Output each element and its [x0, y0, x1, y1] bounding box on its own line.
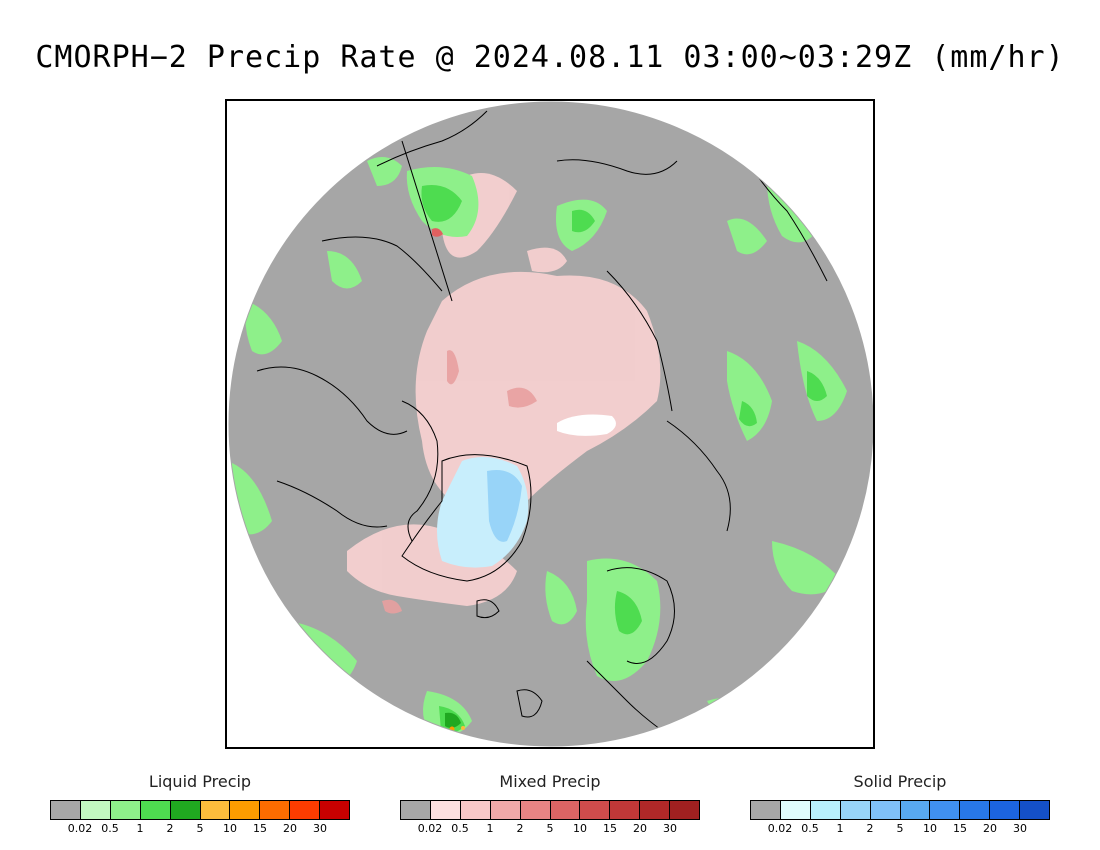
legend-tick-label: 5: [896, 822, 904, 835]
legend-swatch: [960, 801, 991, 819]
legend-tick-label: 20: [983, 822, 997, 835]
legend-swatch: [810, 801, 841, 819]
legend-tick-label: 10: [923, 822, 937, 835]
legend-swatch: [990, 801, 1021, 819]
legend-swatch: [170, 801, 201, 819]
legend-liquid-precip: Liquid Precip 0.02 0.5 1 2 5 10 15 20 30: [50, 770, 350, 840]
map-title: CMORPH−2 Precip Rate @ 2024.08.11 03:00~…: [35, 40, 1065, 75]
legend-swatch: [320, 801, 350, 819]
legend-title: Liquid Precip: [148, 772, 252, 791]
legend-mixed-precip: Mixed Precip 0.02 0.5 1 2 5 10 15 20 30: [400, 770, 700, 840]
legend-ticks: 0.02 0.5 1 2 5 10 15 20 30: [750, 822, 1050, 836]
liquid-precip-dark: [421, 185, 827, 733]
legend-swatch: [870, 801, 901, 819]
legend-swatch: [140, 801, 171, 819]
legend-swatch: [80, 801, 111, 819]
legend-ticks: 0.02 0.5 1 2 5 10 15 20 30: [400, 822, 700, 836]
legend-tick-label: 0.02: [417, 822, 443, 835]
legend-tick-label: 0.5: [451, 822, 469, 835]
legend-tick-label: 1: [136, 822, 144, 835]
legend-swatch: [930, 801, 961, 819]
legend-swatch: [751, 801, 781, 819]
legend-swatch: [230, 801, 261, 819]
legend-tick-label: 30: [663, 822, 677, 835]
legend-swatch: [520, 801, 551, 819]
legend-tick-label: 20: [633, 822, 647, 835]
legend-tick-label: 10: [573, 822, 587, 835]
legend-ticks: 0.02 0.5 1 2 5 10 15 20 30: [50, 822, 350, 836]
legend-colorbar: [50, 800, 350, 820]
legend-tick-label: 20: [283, 822, 297, 835]
polar-precip-map: [228, 101, 873, 747]
legend-solid-precip: Solid Precip 0.02 0.5 1 2 5 10 15 20 30: [750, 770, 1050, 840]
solid-precip-field: [437, 457, 529, 568]
legend-tick-label: 15: [253, 822, 267, 835]
map-frame: [225, 99, 875, 749]
legend-swatch: [1020, 801, 1050, 819]
legend-colorbar: [400, 800, 700, 820]
legend-tick-label: 2: [866, 822, 874, 835]
legend-swatch: [580, 801, 611, 819]
legend-tick-label: 2: [516, 822, 524, 835]
legend-swatch: [430, 801, 461, 819]
legend-tick-label: 5: [196, 822, 204, 835]
legend-tick-label: 1: [836, 822, 844, 835]
legend-tick-label: 2: [166, 822, 174, 835]
legend-colorbar: [750, 800, 1050, 820]
legend-swatch: [110, 801, 141, 819]
legend-tick-label: 0.5: [801, 822, 819, 835]
legend-title: Solid Precip: [853, 772, 947, 791]
legend-tick-label: 30: [313, 822, 327, 835]
coastlines: [256, 110, 828, 742]
legend-tick-label: 30: [1013, 822, 1027, 835]
legend-tick-label: 5: [546, 822, 554, 835]
legend-tick-label: 15: [953, 822, 967, 835]
map-disc-edge: [228, 101, 873, 747]
legend-swatch: [290, 801, 321, 819]
legend-swatch: [640, 801, 671, 819]
legend-swatch: [670, 801, 700, 819]
legend-tick-label: 0.02: [67, 822, 93, 835]
legend-swatch: [840, 801, 871, 819]
legend-tick-label: 10: [223, 822, 237, 835]
legend-tick-label: 0.02: [767, 822, 793, 835]
legend-swatch: [200, 801, 231, 819]
legend-swatch: [490, 801, 521, 819]
legend-swatch: [460, 801, 491, 819]
legend-title: Mixed Precip: [499, 772, 601, 791]
legend-swatch: [900, 801, 931, 819]
legend-swatch: [401, 801, 431, 819]
legend-swatch: [550, 801, 581, 819]
legend-swatch: [610, 801, 641, 819]
legend-tick-label: 0.5: [101, 822, 119, 835]
legend-swatch: [51, 801, 81, 819]
legend-swatch: [780, 801, 811, 819]
legend-tick-label: 15: [603, 822, 617, 835]
no-data-patch: [557, 414, 616, 436]
legend-tick-label: 1: [486, 822, 494, 835]
legend-swatch: [260, 801, 291, 819]
